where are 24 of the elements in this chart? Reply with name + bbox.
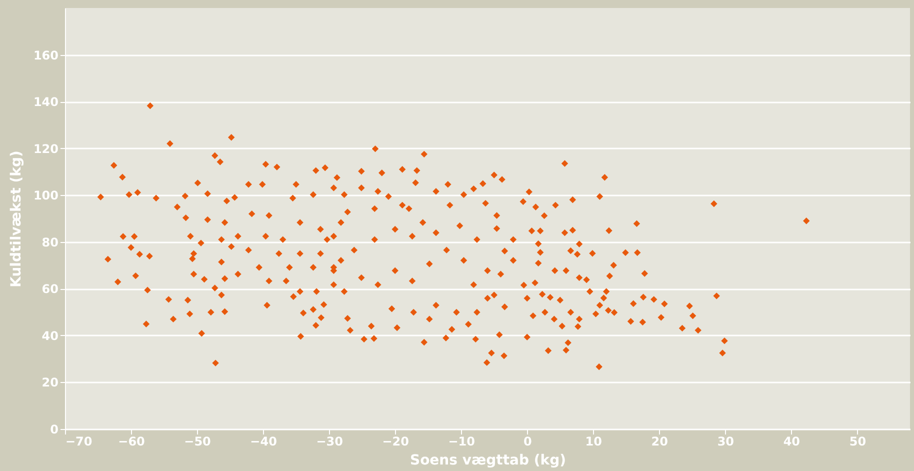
y-tick-label: 20 — [42, 376, 58, 390]
x-tick-label: −30 — [316, 434, 343, 448]
y-tick-label: 100 — [33, 188, 58, 203]
x-tick-label: 0 — [523, 434, 532, 448]
x-tick-label: 30 — [717, 434, 734, 448]
x-tick-label: 40 — [783, 434, 800, 448]
y-tick-label: 120 — [33, 142, 58, 156]
x-tick-label: −40 — [250, 434, 277, 448]
y-tick-label: 80 — [42, 235, 58, 250]
y-tick-label: 140 — [33, 95, 58, 110]
x-tick-label: −20 — [382, 434, 409, 448]
y-tick-label: 0 — [50, 422, 58, 436]
x-tick-label: 10 — [585, 434, 602, 448]
x-tick-label: 20 — [651, 434, 668, 448]
x-tick-label: −50 — [184, 434, 211, 448]
x-axis-title: Soens vægttab (kg) — [410, 452, 566, 468]
x-tick-label: −10 — [448, 434, 475, 448]
y-tick-label: 60 — [42, 282, 58, 296]
y-tick-label: 40 — [42, 328, 58, 343]
x-tick-label: 50 — [849, 434, 866, 448]
y-tick-label: 160 — [33, 48, 58, 62]
x-tick-label: −70 — [66, 434, 92, 448]
x-tick-label: −60 — [118, 434, 145, 448]
y-axis-title: Kuldtilvækst (kg) — [8, 150, 24, 288]
